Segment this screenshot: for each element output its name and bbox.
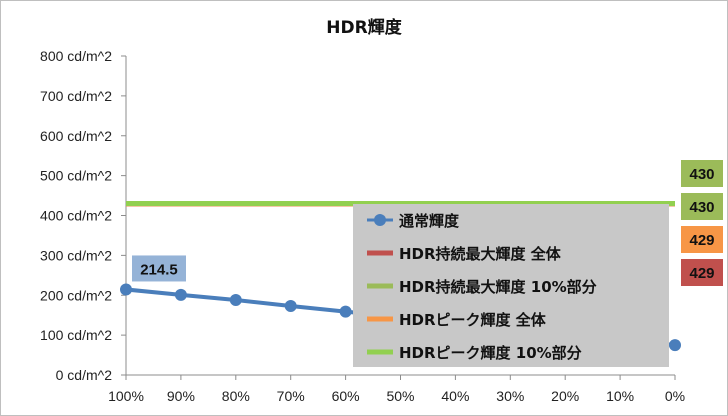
chart-title: HDR輝度 <box>326 18 402 38</box>
y-tick-label: 700 cd/m^2 <box>40 88 112 104</box>
y-tick-label: 500 cd/m^2 <box>40 168 112 184</box>
data-label-box <box>681 259 723 286</box>
x-tick-label: 60% <box>332 388 360 404</box>
series-point <box>339 305 352 318</box>
x-tick-label: 10% <box>606 388 634 404</box>
y-tick-label: 100 cd/m^2 <box>40 327 112 343</box>
data-label-box <box>681 160 723 187</box>
x-tick-label: 100% <box>108 388 144 404</box>
y-tick-label: 200 cd/m^2 <box>40 287 112 303</box>
legend-label: HDRピーク輝度 10%部分 <box>399 344 582 362</box>
x-tick-label: 0% <box>665 388 685 404</box>
data-label: 429 <box>689 232 714 249</box>
legend-label: HDRピーク輝度 全体 <box>399 311 547 329</box>
y-tick-label: 300 cd/m^2 <box>40 247 112 263</box>
data-label: 430 <box>689 199 714 216</box>
data-label: 429 <box>689 265 714 282</box>
series-point <box>120 283 132 296</box>
x-tick-label: 90% <box>167 388 195 404</box>
legend-marker <box>374 214 386 226</box>
x-tick-label: 30% <box>496 388 524 404</box>
data-label: 214.5 <box>140 261 178 278</box>
series-point <box>284 300 297 313</box>
y-tick-label: 600 cd/m^2 <box>40 128 112 144</box>
series-point <box>669 339 681 352</box>
data-label-box <box>132 255 186 282</box>
data-label-box <box>681 193 723 220</box>
series-point <box>229 294 242 307</box>
legend-label: 通常輝度 <box>399 212 460 230</box>
y-tick-label: 800 cd/m^2 <box>40 48 112 64</box>
x-tick-label: 80% <box>222 388 250 404</box>
legend-box <box>353 204 669 367</box>
x-tick-label: 40% <box>441 388 469 404</box>
x-tick-label: 70% <box>277 388 305 404</box>
y-tick-label: 400 cd/m^2 <box>40 208 112 224</box>
series-point <box>174 288 187 301</box>
x-tick-label: 20% <box>551 388 579 404</box>
legend-label: HDR持続最大輝度 10%部分 <box>399 278 597 296</box>
y-tick-label: 0 cd/m^2 <box>56 367 113 383</box>
data-label: 430 <box>689 166 714 183</box>
x-tick-label: 50% <box>386 388 414 404</box>
data-label-box <box>681 226 723 253</box>
legend-label: HDR持続最大輝度 全体 <box>399 245 562 263</box>
